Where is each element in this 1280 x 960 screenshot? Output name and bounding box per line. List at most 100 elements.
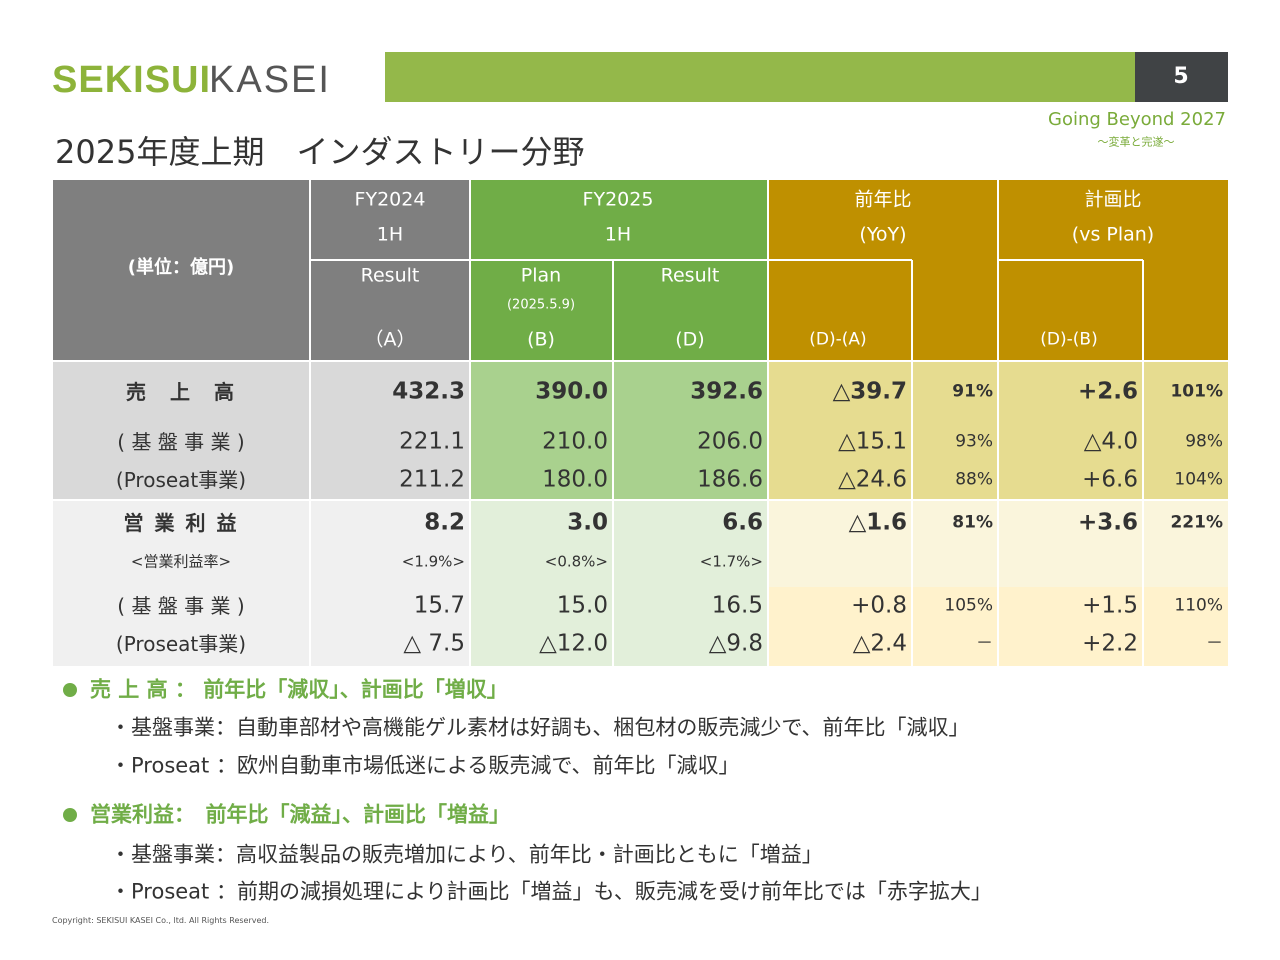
table-cell: 110%	[1174, 595, 1223, 616]
logo-light: KASEI	[209, 59, 331, 101]
table-cell: －	[976, 633, 993, 654]
tagline-sub: ～変革と完遂～	[1097, 135, 1175, 149]
col-line	[767, 180, 769, 666]
subcolumn-label: Result	[660, 264, 720, 287]
group-label: 計画比	[1084, 188, 1142, 211]
note-heading: 売 上 高 ： 前年比「減収」、計画比「増収」	[90, 677, 508, 702]
subcolumn-code: (B)	[527, 328, 555, 351]
table-cell: 93%	[955, 431, 993, 452]
group-label: FY2024	[354, 188, 426, 211]
table-cell: +2.2	[1082, 630, 1138, 657]
note-item: ・Proseat ：欧州自動車市場低迷による販売減で、前年比「減収」	[110, 753, 740, 778]
col-line	[469, 180, 471, 666]
table-cell: △ 7.5	[403, 630, 465, 657]
row-line	[998, 259, 1143, 261]
col-line	[1142, 260, 1144, 666]
table-cell: 6.6	[722, 509, 763, 536]
table-cell: 3.0	[567, 509, 608, 536]
table-cell: +1.5	[1082, 592, 1138, 619]
bg-profit-green	[470, 500, 768, 666]
note-heading: 営業利益： 前年比「減益」、計画比「増益」	[90, 802, 510, 827]
table-cell: 104%	[1174, 469, 1223, 490]
group-sub: (vs Plan)	[1071, 223, 1155, 246]
note-item: ・基盤事業：高収益製品の販売増加により、前年比・計画比ともに「増益」	[110, 842, 823, 867]
row-label: ( 基 盤 事 業 )	[117, 430, 245, 454]
table-cell: △15.1	[838, 428, 907, 455]
table-cell: △9.8	[708, 630, 763, 657]
row-label: ( 基 盤 事 業 )	[117, 594, 245, 618]
group-label: FY2025	[582, 188, 654, 211]
header-bar	[385, 52, 1135, 102]
subcolumn-code: (D)-(A)	[809, 329, 867, 350]
table-cell: <0.8%>	[544, 552, 608, 571]
table-cell: △1.6	[848, 509, 907, 536]
col-line	[612, 260, 614, 666]
row-line	[53, 499, 1228, 501]
table-cell: 210.0	[542, 428, 608, 455]
table-cell: 81%	[952, 512, 993, 533]
bg-sales-green	[470, 361, 768, 500]
table-cell: 390.0	[535, 378, 608, 405]
group-sub: 1H	[604, 223, 632, 246]
subcolumn-label: Plan	[520, 264, 562, 287]
table-cell: 88%	[955, 469, 993, 490]
row-label: <営業利益率>	[130, 552, 232, 571]
table-cell: 105%	[944, 595, 993, 616]
table-cell: +6.6	[1082, 466, 1138, 493]
row-label: (Proseat事業)	[115, 468, 247, 492]
table-cell: 211.2	[399, 466, 465, 493]
header-green	[470, 180, 768, 361]
table-cell: 101%	[1170, 381, 1223, 402]
bg-profit-gray	[53, 500, 470, 666]
row-label: (Proseat事業)	[115, 632, 247, 656]
copyright: Copyright: SEKISUI KASEI Co., ltd. All R…	[52, 916, 270, 925]
table-cell: 206.0	[697, 428, 763, 455]
table-cell: <1.9%>	[401, 552, 465, 571]
unit-label: (単位：億円)	[127, 257, 235, 278]
col-line	[997, 180, 999, 666]
subcolumn-label: Result	[360, 264, 420, 287]
table-cell: 221%	[1170, 512, 1223, 533]
subcolumn-note: (2025.5.9)	[506, 297, 576, 313]
subcolumn-code: （A）	[364, 328, 416, 351]
table-cell: 15.0	[556, 592, 608, 619]
table-cell: +3.6	[1077, 509, 1138, 536]
group-label: 前年比	[854, 188, 912, 211]
table-cell: 432.3	[392, 378, 465, 405]
table-cell: 91%	[952, 381, 993, 402]
row-label: 売 上 高	[126, 380, 236, 404]
bullet-dot	[63, 808, 77, 822]
tagline: Going Beyond 2027	[1048, 109, 1226, 130]
row-label: 営 業 利 益	[123, 511, 239, 535]
table-cell: △2.4	[852, 630, 907, 657]
col-line	[911, 260, 913, 666]
group-sub: 1H	[376, 223, 404, 246]
table-cell: 98%	[1185, 431, 1223, 452]
subcolumn-code: (D)	[675, 328, 705, 351]
logo-bold: SEKISUI	[52, 59, 212, 101]
table-cell: 8.2	[424, 509, 465, 536]
table-cell: +0.8	[851, 592, 907, 619]
note-item: ・基盤事業：自動車部材や高機能ゲル素材は好調も、梱包材の販売減少で、前年比「減収…	[110, 715, 970, 740]
table-cell: △39.7	[832, 378, 907, 405]
subcolumn-code: (D)-(B)	[1040, 329, 1098, 350]
bg-sales-gray	[53, 361, 470, 500]
table-cell: 16.5	[711, 592, 763, 619]
table-cell: 186.6	[697, 466, 763, 493]
table-cell: △12.0	[539, 630, 608, 657]
table-cell: 392.6	[690, 378, 763, 405]
table-cell: +2.6	[1077, 378, 1138, 405]
table-cell: 221.1	[399, 428, 465, 455]
table-cell: 15.7	[413, 592, 465, 619]
header-gray	[53, 180, 470, 361]
row-line	[53, 360, 1228, 362]
bullet-dot	[63, 683, 77, 697]
table-cell: －	[1206, 633, 1223, 654]
table-cell: 180.0	[542, 466, 608, 493]
table-cell: △24.6	[838, 466, 907, 493]
page-number: 5	[1173, 64, 1189, 89]
slide-title: 2025年度上期 インダストリー分野	[55, 133, 585, 171]
group-sub: (YoY)	[859, 223, 907, 246]
table-cell: △4.0	[1083, 428, 1138, 455]
